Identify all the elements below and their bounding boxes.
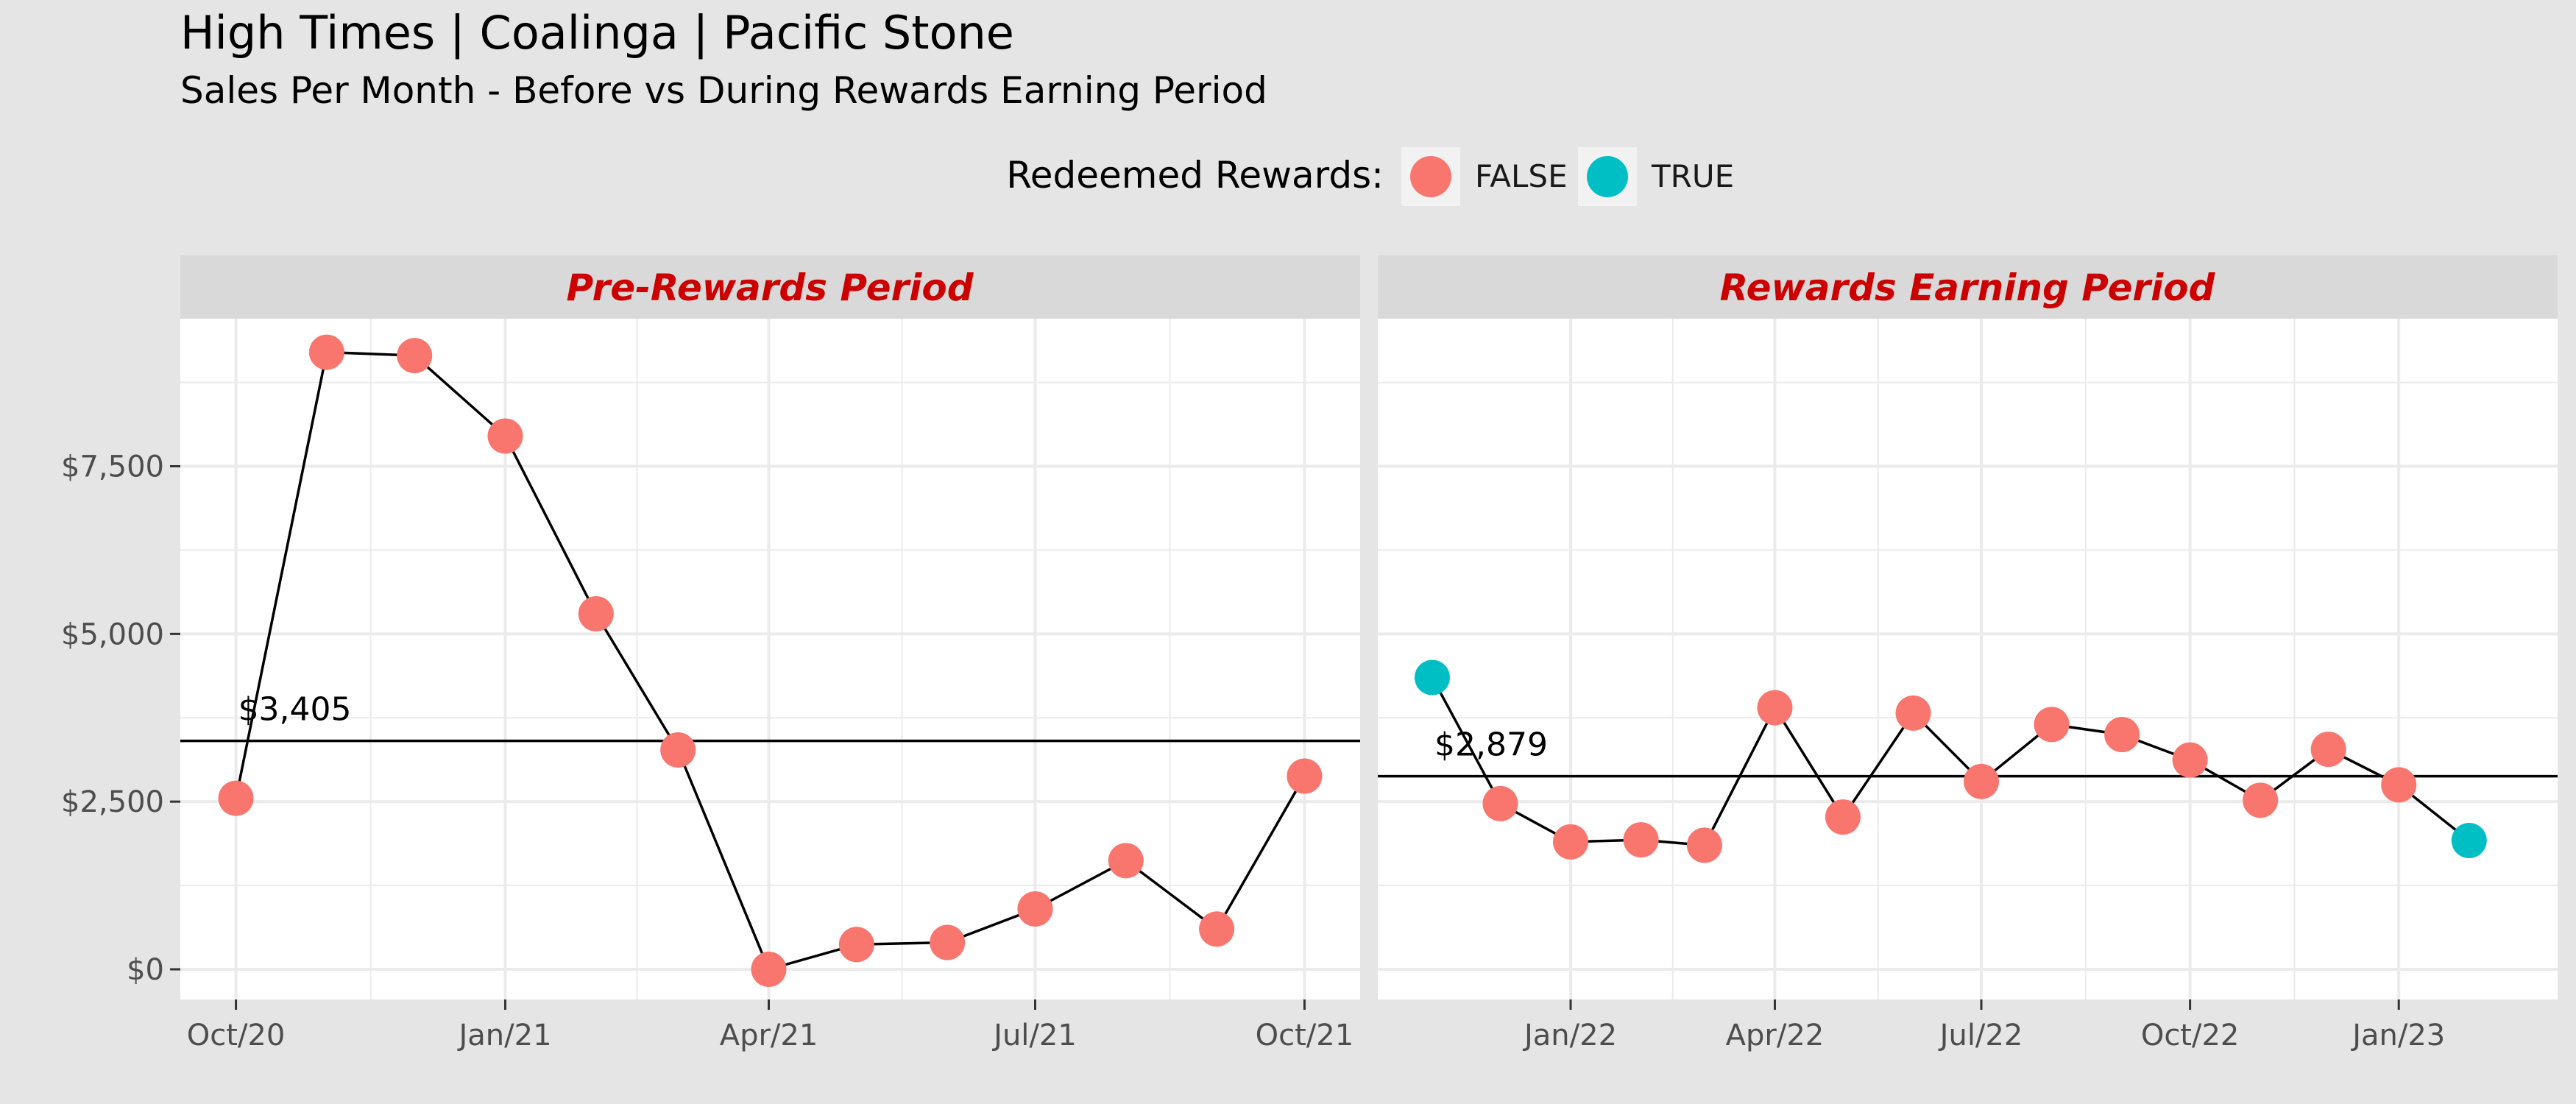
data-point-false bbox=[487, 418, 523, 454]
data-point-false bbox=[930, 924, 966, 960]
strip-title-rewards-earning: Rewards Earning Period bbox=[1720, 266, 2216, 309]
legend-false-dot bbox=[1410, 156, 1451, 197]
gridlines-rewards-earning bbox=[1378, 319, 2558, 999]
data-point-false bbox=[578, 595, 614, 631]
data-point-false bbox=[1199, 911, 1235, 947]
data-point-false bbox=[2381, 767, 2417, 803]
data-point-false bbox=[1482, 785, 1518, 821]
x-tick-label: Jul/21 bbox=[991, 1019, 1077, 1052]
y-axis: $0 $2,500 $5,000 $7,500 bbox=[61, 450, 180, 987]
data-point-false bbox=[1287, 758, 1323, 794]
x-tick-label: Jul/22 bbox=[1938, 1019, 2023, 1052]
data-point-false bbox=[660, 732, 696, 768]
x-axis-rewards-earning: Jan/22 Apr/22 Jul/22 Oct/22 Jan/23 bbox=[1522, 999, 2445, 1052]
mean-line-pre-rewards: $3,405 bbox=[180, 691, 1360, 743]
data-point-false bbox=[838, 927, 874, 963]
data-point-false bbox=[1757, 690, 1793, 726]
data-point-false bbox=[2172, 742, 2208, 778]
legend-title: Redeemed Rewards: bbox=[1006, 154, 1384, 197]
data-point-true bbox=[2451, 823, 2487, 859]
data-point-true bbox=[1414, 659, 1450, 696]
chart-subtitle: Sales Per Month - Before vs During Rewar… bbox=[180, 69, 1267, 112]
data-point-false bbox=[1825, 799, 1861, 835]
data-point-false bbox=[2243, 782, 2279, 818]
legend: Redeemed Rewards: FALSE TRUE bbox=[1006, 147, 1734, 206]
x-tick-label: Jan/23 bbox=[2350, 1019, 2445, 1052]
strip-title-pre-rewards: Pre-Rewards Period bbox=[566, 266, 974, 309]
data-point-false bbox=[1553, 824, 1589, 860]
x-axis-pre-rewards: Oct/20 Jan/21 Apr/21 Jul/21 Oct/21 bbox=[187, 999, 1354, 1052]
legend-true-label: TRUE bbox=[1651, 158, 1734, 194]
x-tick-label: Oct/21 bbox=[1256, 1019, 1354, 1052]
x-tick-label: Apr/22 bbox=[1726, 1019, 1825, 1052]
x-tick-label: Jan/22 bbox=[1522, 1019, 1617, 1052]
data-point-false bbox=[1017, 891, 1053, 927]
data-point-false bbox=[1686, 827, 1722, 863]
series-rewards-earning bbox=[1414, 659, 2487, 863]
gridlines-pre-rewards bbox=[180, 319, 1360, 999]
data-point-false bbox=[308, 334, 344, 370]
x-tick-label: Apr/21 bbox=[720, 1019, 818, 1052]
data-point-false bbox=[751, 951, 787, 987]
data-point-false bbox=[1895, 695, 1931, 731]
series-line bbox=[1431, 676, 2470, 847]
x-tick-label: Jan/21 bbox=[456, 1019, 551, 1052]
panel-background-rewards-earning bbox=[1378, 319, 2558, 999]
strip-pre-rewards bbox=[180, 255, 1360, 319]
data-point-false bbox=[2104, 717, 2140, 753]
data-point-false bbox=[1623, 822, 1659, 858]
data-point-false bbox=[1108, 843, 1144, 879]
panel-rewards-earning: Rewards Earning Period $2,879 Jan/22 Apr/… bbox=[1378, 255, 2558, 1052]
series-pre-rewards bbox=[218, 334, 1323, 987]
strip-rewards-earning bbox=[1378, 255, 2558, 319]
y-tick-label: $2,500 bbox=[61, 785, 164, 819]
data-point-false bbox=[2034, 707, 2070, 743]
data-point-false bbox=[397, 338, 433, 374]
x-tick-label: Oct/22 bbox=[2141, 1019, 2240, 1052]
legend-true-dot bbox=[1587, 156, 1628, 197]
panel-pre-rewards: Pre-Rewards Period $3,405 Oct/20 Jan/21 Ap… bbox=[61, 255, 1360, 1052]
y-tick-label: $0 bbox=[127, 953, 164, 987]
data-point-false bbox=[2310, 732, 2346, 768]
chart-title: High Times | Coalinga | Pacific Stone bbox=[180, 6, 1014, 60]
data-point-false bbox=[218, 780, 254, 816]
y-tick-label: $7,500 bbox=[61, 450, 164, 484]
data-point-false bbox=[1963, 763, 1999, 799]
legend-false-label: FALSE bbox=[1475, 158, 1568, 194]
x-tick-label: Oct/20 bbox=[187, 1019, 286, 1052]
y-tick-label: $5,000 bbox=[61, 618, 164, 651]
mean-label: $2,879 bbox=[1434, 726, 1548, 764]
